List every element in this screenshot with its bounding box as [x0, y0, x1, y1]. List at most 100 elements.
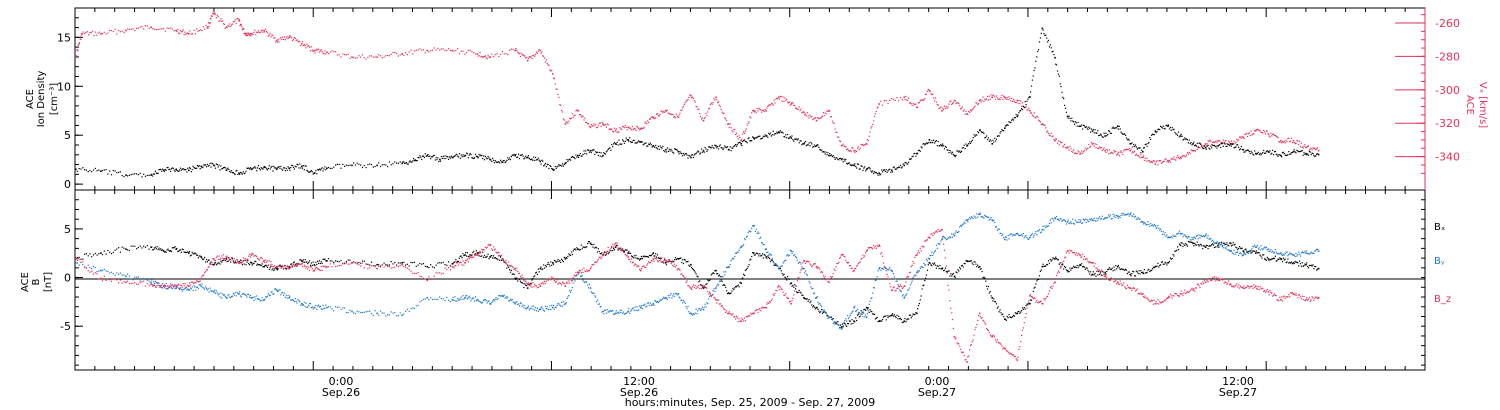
data-point-trace	[587, 123, 590, 125]
data-point-trace	[1127, 138, 1129, 140]
data-point-trace	[206, 289, 208, 291]
data-point-trace	[446, 155, 448, 157]
data-point-trace	[648, 118, 651, 120]
data-point-trace	[333, 261, 335, 263]
data-point	[828, 109, 830, 112]
data-point-trace	[399, 161, 401, 163]
data-point-trace	[1076, 152, 1078, 155]
data-point-trace	[744, 269, 746, 271]
data-point-trace	[202, 259, 204, 261]
data-point-trace	[760, 138, 762, 140]
data-point-trace	[664, 111, 666, 113]
data-point-trace	[1053, 139, 1055, 141]
data-point-trace	[839, 327, 841, 329]
data-point-trace	[305, 165, 307, 167]
data-point-trace	[1171, 157, 1173, 159]
data-point-trace	[654, 146, 656, 149]
data-point-trace	[507, 157, 509, 159]
data-point-trace	[567, 255, 569, 257]
data-point	[301, 165, 303, 168]
data-point-trace	[127, 273, 129, 275]
data-point-trace	[683, 103, 685, 105]
data-point-trace	[228, 169, 230, 171]
data-point-trace	[605, 151, 607, 153]
data-point-trace	[473, 157, 475, 160]
data-point	[376, 263, 378, 266]
data-point-trace	[804, 298, 807, 300]
data-point-trace	[536, 52, 538, 54]
data-point-trace	[1219, 242, 1221, 244]
data-point-trace	[535, 271, 538, 273]
data-point-trace	[440, 262, 442, 264]
data-point-trace	[1057, 259, 1059, 261]
data-point-trace	[700, 308, 703, 310]
data-point-trace	[701, 286, 703, 288]
data-point-trace	[847, 163, 849, 165]
data-point	[1179, 156, 1182, 159]
data-point-trace	[510, 48, 512, 50]
data-point-trace	[1156, 160, 1158, 162]
data-point-trace	[453, 299, 455, 301]
data-point-trace	[406, 163, 408, 165]
data-point-trace	[665, 110, 668, 112]
data-point-trace	[1150, 138, 1152, 140]
data-point-trace	[239, 20, 241, 22]
data-point-trace	[570, 156, 573, 158]
data-point-trace	[641, 141, 643, 143]
data-point-trace	[585, 150, 587, 152]
data-point-trace	[292, 266, 294, 268]
data-point-trace	[252, 296, 254, 298]
data-point-trace	[454, 296, 456, 298]
data-point-trace	[272, 35, 274, 37]
data-point-trace	[1252, 153, 1254, 155]
data-point-trace	[1133, 143, 1135, 146]
data-point	[1054, 258, 1056, 260]
data-point-trace	[674, 293, 677, 295]
data-point-trace	[457, 156, 460, 158]
data-point-trace	[607, 148, 609, 150]
data-point-trace	[1250, 150, 1252, 152]
data-point-trace	[301, 41, 304, 43]
data-point-trace	[640, 255, 642, 258]
data-point-trace	[513, 273, 515, 276]
data-point	[953, 275, 956, 278]
data-point-trace	[466, 52, 468, 54]
data-point-trace	[363, 260, 365, 262]
data-point-trace	[871, 126, 873, 128]
data-point	[1129, 273, 1132, 276]
data-point	[602, 123, 604, 125]
data-point	[614, 129, 617, 132]
data-point-trace	[802, 294, 804, 296]
data-point-trace	[406, 53, 408, 56]
data-point-trace	[1252, 133, 1254, 135]
data-point-trace	[481, 302, 483, 304]
data-point-trace	[844, 160, 846, 162]
data-point-trace	[921, 99, 923, 101]
data-point-trace	[1086, 148, 1088, 150]
data-point-trace	[169, 168, 171, 170]
data-point-trace	[606, 123, 608, 125]
data-point-trace	[1121, 132, 1123, 134]
data-point-trace	[1315, 148, 1317, 151]
data-point-trace	[1255, 129, 1258, 131]
data-point-trace	[87, 264, 89, 266]
data-point-trace	[1094, 272, 1096, 275]
data-point-trace	[274, 37, 276, 39]
data-point-trace	[1082, 266, 1084, 268]
data-point-trace	[186, 251, 188, 253]
data-point-trace	[519, 302, 521, 304]
data-point-trace	[1113, 127, 1115, 129]
data-point-trace	[158, 284, 160, 286]
data-point-trace	[797, 291, 799, 293]
data-point-trace	[666, 109, 668, 111]
data-point-trace	[546, 62, 548, 64]
data-point-trace	[625, 312, 627, 315]
data-point-trace	[935, 101, 937, 103]
data-point	[125, 275, 127, 278]
data-point-trace	[1224, 140, 1226, 142]
data-point-trace	[760, 109, 762, 111]
data-point-trace	[247, 293, 249, 295]
data-point-trace	[448, 48, 450, 50]
data-point-trace	[563, 256, 565, 258]
data-point-trace	[479, 155, 481, 157]
